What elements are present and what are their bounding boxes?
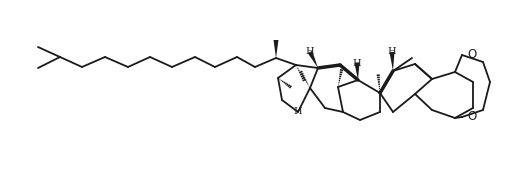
Text: H: H — [294, 108, 302, 116]
Text: H: H — [388, 47, 396, 57]
Polygon shape — [390, 52, 395, 71]
Polygon shape — [308, 51, 318, 68]
Text: H: H — [306, 47, 314, 57]
Text: O: O — [467, 49, 477, 61]
Polygon shape — [355, 63, 360, 80]
Text: O: O — [467, 111, 477, 123]
Text: H: H — [353, 59, 361, 67]
Polygon shape — [273, 40, 278, 58]
